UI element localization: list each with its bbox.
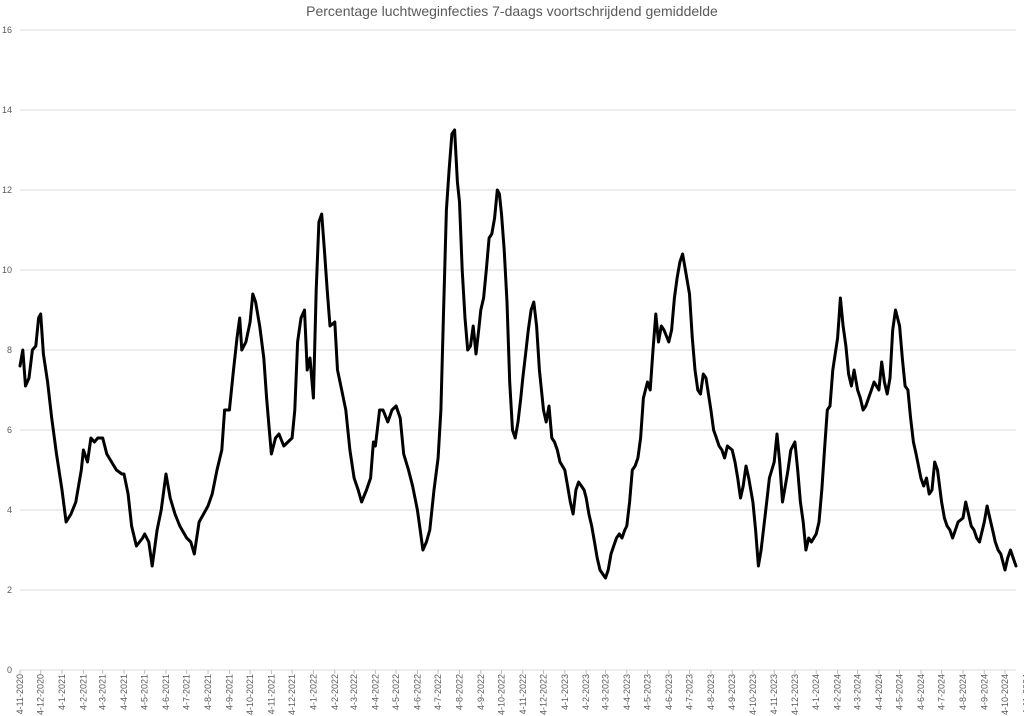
x-tick-label: 4-6-2021 [161,674,171,710]
x-tick-label: 4-1-2023 [560,674,570,710]
x-tick-label: 4-4-2023 [622,674,632,710]
x-tick-label: 4-9-2021 [224,674,234,710]
y-tick-label: 14 [2,105,12,115]
x-tick-label: 4-9-2024 [979,674,989,710]
x-tick-label: 4-12-2023 [790,674,800,715]
x-tick-label: 4-10-2022 [496,674,506,715]
x-tick-label: 4-8-2023 [706,674,716,710]
x-tick-label: 4-4-2024 [874,674,884,710]
x-tick-label: 4-1-2024 [811,674,821,710]
x-tick-label: 4-4-2021 [119,674,129,710]
y-tick-label: 8 [7,345,12,355]
x-tick-label: 4-3-2024 [853,674,863,710]
x-tick-label: 4-8-2021 [203,674,213,710]
x-tick-label: 4-8-2022 [454,674,464,710]
x-tick-label: 4-12-2021 [287,674,297,715]
y-tick-label: 4 [7,505,12,515]
x-tick-label: 4-6-2022 [412,674,422,710]
x-tick-label: 4-4-2022 [370,674,380,710]
y-tick-label: 16 [2,25,12,35]
x-tick-label: 4-5-2021 [140,674,150,710]
x-tick-label: 4-1-2021 [57,674,67,710]
y-tick-label: 2 [7,585,12,595]
series-line [18,128,1018,580]
x-tick-label: 4-8-2024 [958,674,968,710]
x-tick-label: 4-2-2023 [581,674,591,710]
x-tick-label: 4-3-2022 [349,674,359,710]
x-tick-label: 4-9-2022 [476,674,486,710]
x-tick-label: 4-6-2024 [916,674,926,710]
y-tick-label: 6 [7,425,12,435]
x-tick-label: 4-3-2023 [600,674,610,710]
x-tick-label: 4-7-2024 [937,674,947,710]
y-tick-label: 12 [2,185,12,195]
x-tick-label: 4-11-2022 [518,674,528,714]
x-tick-label: 4-2-2022 [330,674,340,710]
x-tick-label: 4-6-2023 [664,674,674,710]
x-tick-label: 4-5-2022 [391,674,401,710]
x-tick-label: 4-11-2024 [1021,674,1024,714]
y-tick-label: 0 [7,665,12,675]
x-tick-label: 4-5-2024 [895,674,905,710]
x-tick-label: 4-10-2021 [245,674,255,715]
x-tick-label: 4-2-2024 [833,674,843,710]
x-tick-label: 4-12-2022 [538,674,548,715]
x-tick-label: 4-7-2022 [433,674,443,710]
x-tick-label: 4-1-2022 [308,674,318,710]
x-tick-label: 4-2-2021 [78,674,88,710]
x-tick-label: 4-5-2023 [642,674,652,710]
x-tick-label: 4-12-2020 [36,674,46,715]
x-tick-label: 4-11-2021 [266,674,276,714]
x-tick-label: 4-11-2020 [15,674,25,714]
x-tick-label: 4-10-2024 [1000,674,1010,715]
x-tick-label: 4-7-2023 [685,674,695,710]
x-tick-label: 4-9-2023 [727,674,737,710]
x-tick-label: 4-11-2023 [769,674,779,714]
x-tick-label: 4-7-2021 [182,674,192,710]
chart-title: Percentage luchtweginfecties 7-daags voo… [306,3,718,19]
x-tick-label: 4-3-2021 [98,674,108,710]
y-tick-label: 10 [2,265,12,275]
x-tick-label: 4-10-2023 [748,674,758,715]
